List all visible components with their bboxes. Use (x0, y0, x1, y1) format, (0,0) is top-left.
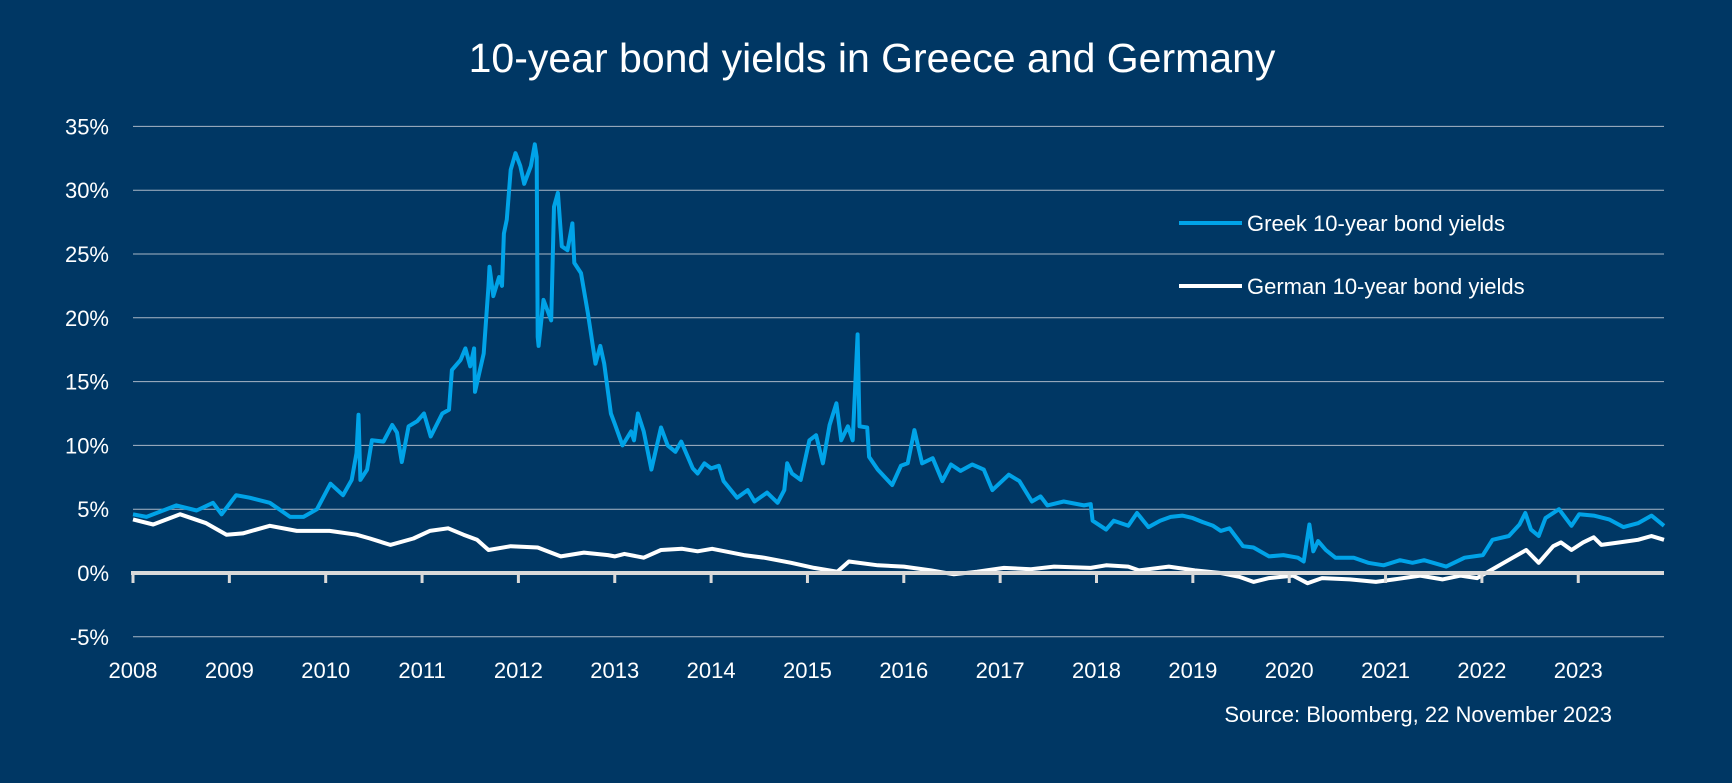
x-tick-label: 2014 (687, 658, 736, 683)
x-tick-label: 2013 (590, 658, 639, 683)
y-tick-label: -5% (70, 625, 109, 650)
y-tick-label: 0% (77, 561, 109, 586)
y-tick-label: 35% (65, 114, 109, 139)
series-line-greek (132, 142, 1666, 569)
legend-label-german: German 10-year bond yields (1247, 274, 1525, 299)
x-tick-label: 2012 (494, 658, 543, 683)
y-tick-label: 5% (77, 497, 109, 522)
x-tick-label: 2022 (1457, 658, 1506, 683)
x-tick-label: 2009 (205, 658, 254, 683)
y-tick-label: 10% (65, 433, 109, 458)
legend: Greek 10-year bond yields German 10-year… (1179, 211, 1525, 299)
x-tick-label: 2008 (109, 658, 158, 683)
x-tick-label: 2017 (976, 658, 1025, 683)
y-tick-label: 20% (65, 306, 109, 331)
x-tick-label: 2016 (879, 658, 928, 683)
x-tick-label: 2018 (1072, 658, 1121, 683)
x-tick-label: 2019 (1168, 658, 1217, 683)
y-tick-label: 30% (65, 178, 109, 203)
y-tick-label: 15% (65, 370, 109, 395)
x-tick-label: 2021 (1361, 658, 1410, 683)
x-tick-label: 2023 (1554, 658, 1603, 683)
y-tick-label: 25% (65, 242, 109, 267)
legend-label-greek: Greek 10-year bond yields (1247, 211, 1505, 236)
gridlines (133, 125, 1664, 638)
x-tick-label: 2010 (301, 658, 350, 683)
x-axis-ticks: 2008 2009 2010 2011 2012 2013 2014 2015 2016 2017… (109, 573, 1603, 683)
y-axis-ticks: 35% 30% 25% 20% 15% 10% 5% 0% -5% (65, 114, 109, 649)
x-tick-label: 2020 (1265, 658, 1314, 683)
chart-title: 10-year bond yields in Greece and German… (469, 35, 1276, 81)
x-tick-label: 2015 (783, 658, 832, 683)
x-tick-label: 2011 (398, 658, 445, 683)
source-note: Source: Bloomberg, 22 November 2023 (1224, 702, 1612, 727)
